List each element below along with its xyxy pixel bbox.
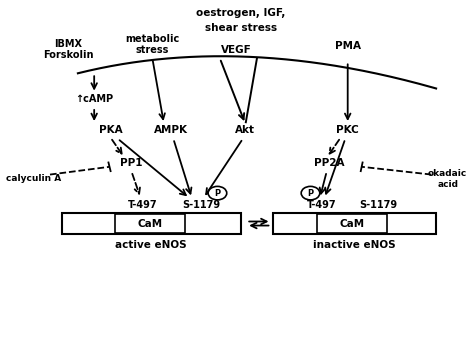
Bar (273, 213, 436, 234)
Text: S-1179: S-1179 (182, 200, 220, 210)
Text: active eNOS: active eNOS (115, 240, 187, 251)
Text: calyculin A: calyculin A (6, 175, 61, 183)
Text: VEGF: VEGF (221, 45, 251, 55)
Text: T-497: T-497 (128, 200, 158, 210)
Text: Akt: Akt (236, 125, 255, 135)
Text: PP1: PP1 (120, 158, 143, 168)
Text: PMA: PMA (335, 41, 361, 51)
Text: P: P (308, 188, 314, 198)
Circle shape (301, 186, 320, 200)
Text: shear stress: shear stress (205, 23, 277, 33)
Bar (62, 213, 241, 234)
Text: PP2A: PP2A (314, 158, 344, 168)
Text: CaM: CaM (340, 219, 365, 228)
Bar (115, 214, 185, 233)
Text: AMPK: AMPK (154, 125, 188, 135)
Text: PKC: PKC (337, 125, 359, 135)
Text: metabolic
stress: metabolic stress (125, 34, 180, 55)
Circle shape (208, 186, 227, 200)
Text: PKA: PKA (99, 125, 122, 135)
Text: ↑cAMP: ↑cAMP (75, 94, 113, 104)
Text: T-497: T-497 (307, 200, 337, 210)
Text: inactive eNOS: inactive eNOS (313, 240, 396, 251)
Text: IBMX
Forskolin: IBMX Forskolin (43, 39, 94, 60)
Text: oestrogen, IGF,: oestrogen, IGF, (196, 7, 285, 18)
Bar (318, 214, 387, 233)
Text: P: P (214, 188, 220, 198)
Text: CaM: CaM (137, 219, 163, 228)
Text: okadaic
acid: okadaic acid (428, 169, 467, 188)
Text: S-1179: S-1179 (359, 200, 397, 210)
